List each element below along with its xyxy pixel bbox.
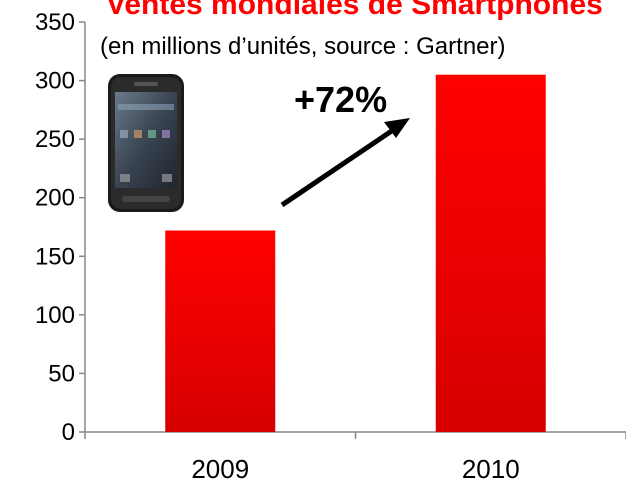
bar-2010 [435, 74, 546, 432]
growth-annotation: +72% [294, 79, 387, 120]
y-tick-label: 250 [35, 126, 75, 153]
y-tick-label: 100 [35, 302, 75, 329]
y-tick-label: 200 [35, 185, 75, 212]
chart-title: Ventes mondiales de Smartphones [106, 0, 603, 21]
chart-subtitle: (en millions d’unités, source : Gartner) [100, 33, 506, 60]
bar-2009 [165, 230, 276, 432]
y-tick-label: 150 [35, 243, 75, 270]
y-tick-label: 50 [48, 360, 75, 387]
y-tick-label: 300 [35, 68, 75, 95]
smartphone-icon [108, 74, 184, 212]
growth-arrow [280, 118, 410, 208]
x-category-label: 2010 [462, 454, 520, 484]
y-tick-label: 0 [62, 419, 75, 446]
y-tick-label: 350 [35, 9, 75, 36]
x-category-label: 2009 [191, 454, 249, 484]
